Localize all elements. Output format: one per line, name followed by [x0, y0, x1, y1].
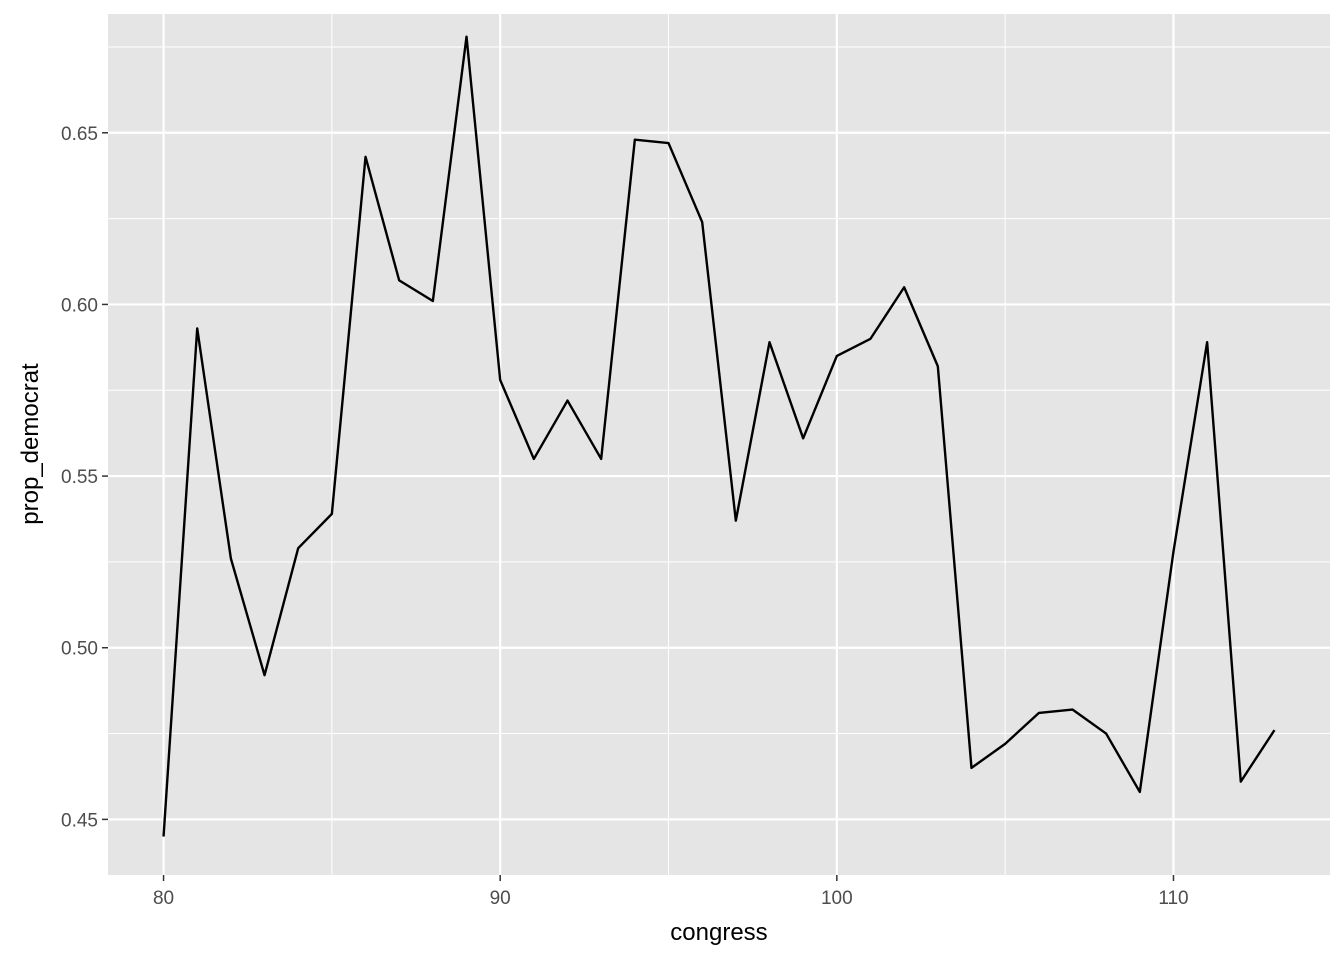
y-tick-label: 0.55	[61, 467, 98, 488]
plot-panel	[108, 14, 1330, 875]
series-line	[162, 35, 1276, 837]
y-tick-label: 0.50	[61, 639, 98, 660]
x-tick-label: 90	[490, 888, 511, 909]
y-tick-label: 0.60	[61, 295, 98, 316]
x-axis: 80 90 100 110	[153, 875, 1189, 909]
minor-gridlines	[108, 14, 1330, 875]
x-tick-label: 100	[821, 888, 853, 909]
series-layer	[162, 35, 1276, 837]
y-tick-label: 0.45	[61, 810, 98, 831]
major-gridlines	[108, 14, 1330, 875]
x-tick-label: 80	[153, 888, 174, 909]
y-axis: 0.45 0.50 0.55 0.60 0.65	[61, 124, 108, 831]
y-axis-title: prop_democrat	[17, 363, 44, 525]
x-axis-title: congress	[670, 919, 767, 946]
y-tick-label: 0.65	[61, 124, 98, 145]
x-tick-label: 110	[1158, 888, 1188, 909]
